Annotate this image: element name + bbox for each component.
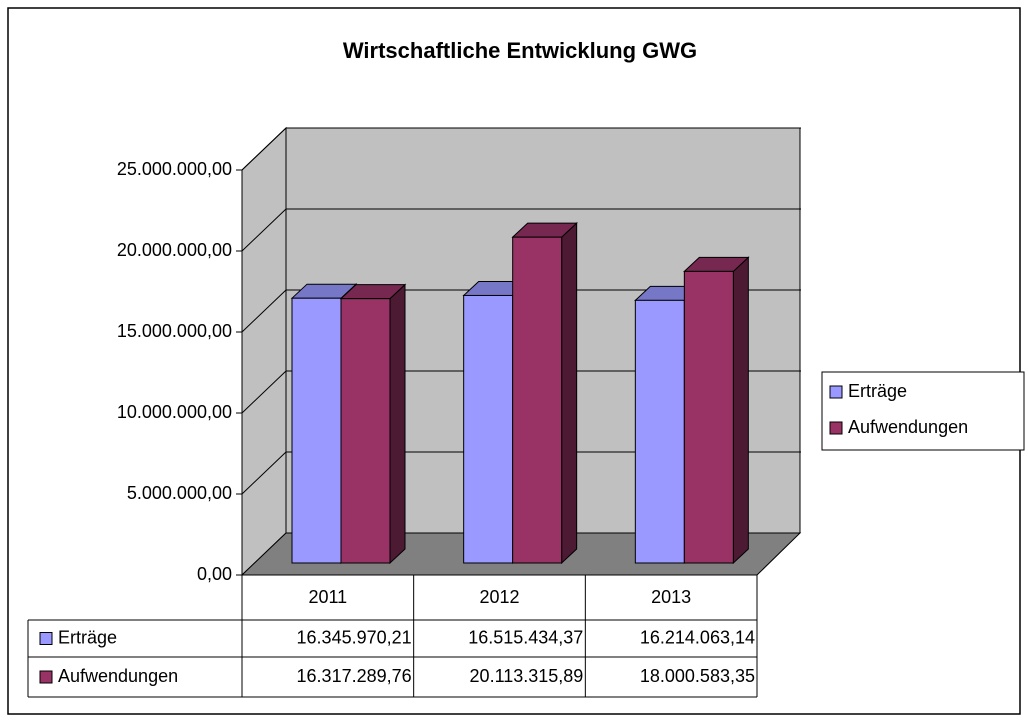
grid-line — [241, 127, 287, 171]
table-value: 20.113.315,89 — [470, 666, 584, 686]
y-tick-label: 15.000.000,00 — [117, 321, 232, 341]
bar-side — [389, 283, 406, 565]
bar-side — [732, 256, 749, 565]
x-tick-label: 2012 — [479, 587, 519, 607]
y-tick-label: 25.000.000,00 — [117, 159, 232, 179]
bar — [512, 236, 563, 564]
legend-box — [821, 371, 1025, 451]
y-tick-label: 10.000.000,00 — [117, 402, 232, 422]
side-wall — [241, 126, 287, 577]
table-value: 16.214.063,14 — [640, 627, 755, 647]
chart-title: Wirtschaftliche Entwicklung GWG — [343, 38, 697, 63]
bar — [683, 270, 734, 564]
table-value: 16.317.289,76 — [297, 666, 412, 686]
x-tick-label: 2011 — [308, 587, 347, 607]
grid-line — [241, 208, 287, 252]
bar — [340, 298, 391, 564]
legend-key — [39, 670, 53, 684]
legend-label: Aufwendungen — [848, 417, 968, 437]
legend-key — [829, 385, 843, 399]
legend-label: Erträge — [848, 381, 907, 401]
grid-line — [241, 370, 287, 414]
legend-key — [829, 421, 843, 435]
y-tick-label: 20.000.000,00 — [117, 240, 232, 260]
grid-line — [241, 451, 287, 495]
table-row-label: Erträge — [58, 627, 117, 647]
grid-line — [241, 289, 287, 333]
bar-side — [561, 222, 578, 565]
x-tick-label: 2013 — [651, 587, 691, 607]
bar — [463, 294, 514, 564]
table-row-label: Aufwendungen — [58, 666, 178, 686]
bar — [634, 299, 685, 564]
y-tick-label: 0,00 — [197, 564, 232, 584]
y-tick-label: 5.000.000,00 — [127, 483, 232, 503]
bar — [291, 297, 342, 564]
legend-key — [39, 632, 53, 645]
table-value: 16.345.970,21 — [297, 627, 412, 647]
table-value: 18.000.583,35 — [640, 666, 755, 686]
table-value: 16.515.434,37 — [468, 627, 583, 647]
